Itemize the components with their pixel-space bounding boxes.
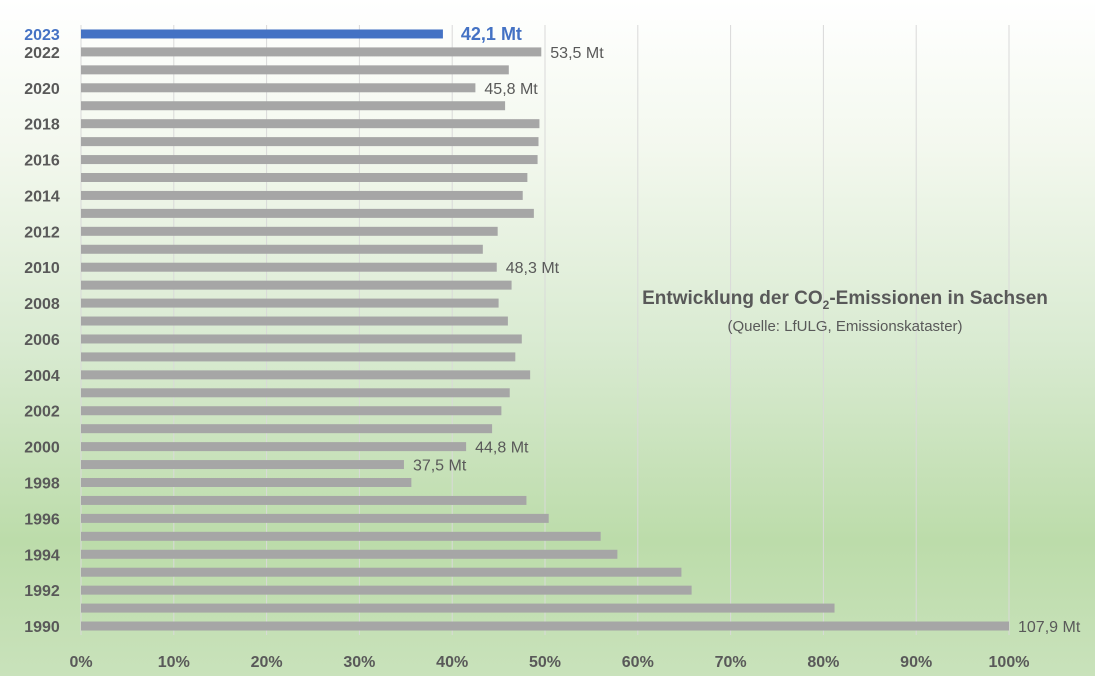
y-tick-label: 2006 [24,332,60,349]
bar [81,316,508,326]
x-tick-label: 10% [158,654,190,671]
y-tick-label: 2018 [24,117,60,134]
y-tick-label: 2004 [24,368,60,385]
x-tick-label: 80% [807,654,839,671]
y-tick-label: 2002 [24,404,60,421]
y-tick-label: 1992 [24,583,60,600]
bar [81,531,601,541]
bar [81,603,835,613]
bar [81,460,404,470]
y-tick-label: 2014 [24,188,60,205]
bar [81,352,516,362]
bar [81,424,493,434]
y-tick-label: 2023 [24,27,60,44]
chart-subtitle: (Quelle: LfULG, Emissionskataster) [727,317,963,335]
bar [81,173,528,182]
bar [81,567,682,577]
bar [81,513,549,523]
chart-title: Entwicklung der CO2-Emissionen in Sachse… [610,288,1080,312]
x-tick-label: 30% [343,654,375,671]
bar [81,83,476,93]
bar [81,478,412,487]
bar [81,208,534,218]
chart-title-block: Entwicklung der CO2-Emissionen in Sachse… [610,288,1080,335]
bar [81,101,506,111]
bar [81,334,522,344]
bar [81,226,498,236]
bar [81,262,497,272]
x-tick-label: 60% [622,654,654,671]
bar [81,442,467,452]
y-tick-label: 2000 [24,440,60,457]
y-tick-label: 2012 [24,224,60,241]
y-tick-label: 2008 [24,296,60,313]
bar [81,280,512,290]
x-tick-label: 40% [436,654,468,671]
bar [81,47,542,57]
data-label: 53,5 Mt [550,45,604,62]
bar [81,155,538,165]
bar [81,370,531,380]
data-label: 44,8 Mt [475,440,529,457]
title-subscript: 2 [822,297,830,312]
bar [81,298,499,308]
bar [81,29,443,39]
y-tick-label: 1994 [24,547,60,564]
y-tick-label: 2010 [24,260,60,277]
data-label: 107,9 Mt [1018,619,1081,636]
data-label: 37,5 Mt [413,458,467,475]
bar [81,388,510,398]
data-label: 48,3 Mt [506,260,560,277]
y-tick-label: 1998 [24,476,60,493]
bar [81,119,540,129]
bar [81,406,502,416]
y-tick-label: 1990 [24,619,60,636]
title-main: Entwicklung der CO [642,288,823,309]
bar [81,244,483,254]
bar [81,585,692,595]
x-tick-label: 70% [715,654,747,671]
y-tick-label: 2020 [24,81,60,98]
data-label: 42,1 Mt [461,24,522,44]
bar [81,495,527,505]
bar [81,65,509,75]
title-rest: -Emissionen in Sachsen [829,288,1048,309]
x-tick-label: 20% [251,654,283,671]
bar [81,621,1009,631]
y-tick-label: 2016 [24,153,60,170]
y-tick-label: 1996 [24,511,60,528]
bar [81,137,539,147]
x-tick-label: 0% [69,654,92,671]
data-label: 45,8 Mt [484,81,538,98]
y-tick-label: 2022 [24,45,60,62]
x-tick-label: 100% [989,654,1030,671]
x-tick-label: 90% [900,654,932,671]
bar [81,549,618,559]
bar [81,190,523,200]
x-tick-label: 50% [529,654,561,671]
